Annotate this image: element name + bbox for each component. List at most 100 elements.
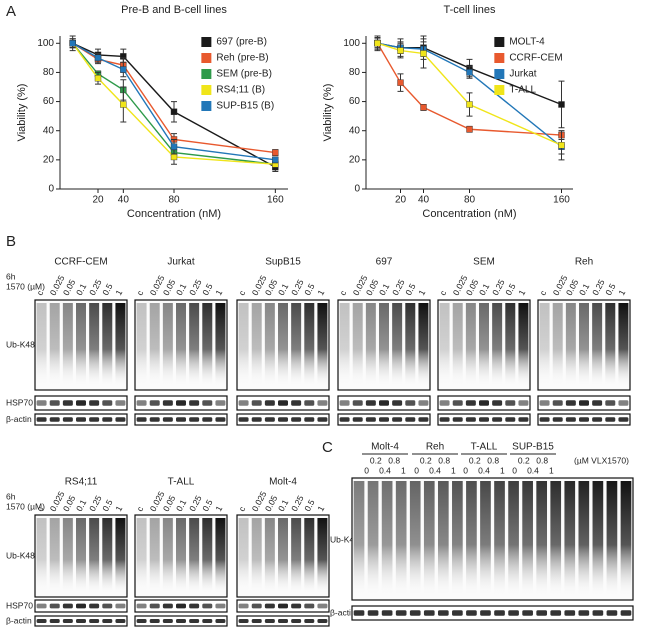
blot-lane: [136, 518, 147, 594]
data-point: [94, 75, 102, 82]
blot-band: [339, 417, 350, 422]
blot-lane: [136, 303, 147, 387]
blot-lane: [352, 303, 363, 387]
blot-band: [251, 603, 262, 609]
blot-band: [251, 400, 262, 406]
row-label: Ub-K48: [6, 550, 35, 560]
lane-label: 0: [364, 465, 369, 475]
x-tick-label: 80: [464, 195, 476, 206]
blot-band: [62, 619, 73, 623]
blot-band: [352, 417, 363, 422]
blot-band: [395, 610, 407, 616]
blot-band: [578, 610, 590, 616]
blot-band: [36, 619, 47, 623]
blot-band: [565, 400, 576, 406]
blot-lane: [149, 518, 160, 594]
blot-lane: [465, 303, 476, 387]
y-tick-label: 0: [48, 184, 54, 195]
dose-label: 1570 (µM): [6, 281, 45, 291]
blot-lane: [102, 518, 113, 594]
blot-band: [405, 400, 416, 406]
blot-band: [618, 417, 629, 422]
legend-swatch: [494, 85, 505, 95]
blot-lane: [592, 481, 604, 597]
blot-band: [291, 400, 302, 406]
time-label: 6h: [6, 271, 16, 281]
blot-lane: [494, 481, 505, 597]
blot-band: [202, 619, 213, 623]
blot-band: [452, 400, 463, 406]
panel-label: A: [6, 3, 16, 20]
lane-label: c: [134, 504, 145, 513]
y-tick-label: 40: [349, 125, 361, 136]
blot-lane: [536, 481, 548, 597]
blot-band: [304, 417, 315, 422]
blot-lane: [552, 303, 563, 387]
blot-band: [136, 603, 147, 609]
blot-band: [102, 400, 113, 406]
lane-label: 1: [451, 465, 456, 475]
blot-band: [317, 417, 328, 422]
blot-band: [36, 400, 47, 406]
blot-lane: [115, 518, 126, 594]
blot-lane: [304, 518, 315, 594]
legend-swatch: [201, 37, 212, 47]
blot-lane: [162, 518, 173, 594]
data-point: [120, 66, 127, 73]
blot-band: [238, 417, 249, 422]
y-tick-label: 80: [349, 67, 361, 78]
blot-band: [317, 603, 328, 609]
blot-lane: [479, 303, 489, 387]
blot-band: [317, 619, 328, 623]
blot-band: [365, 417, 376, 422]
lane-label: 1: [416, 288, 427, 297]
blot-band: [423, 610, 435, 616]
blot-lane: [304, 303, 315, 387]
cell-line-name: RS4;11: [65, 477, 98, 488]
legend-label: T-ALL: [509, 85, 536, 96]
x-tick-label: 20: [92, 195, 104, 206]
blot-band: [352, 400, 363, 406]
lane-label: 0: [463, 465, 468, 475]
cell-line-name: SupB15: [265, 257, 301, 268]
x-axis-label: Concentration (nM): [127, 208, 221, 220]
y-tick-label: 40: [43, 125, 55, 136]
row-label: Ub-K48: [6, 339, 35, 349]
legend-label: MOLT-4: [509, 37, 545, 48]
lane-label: 0.8: [438, 455, 450, 465]
group-label: T-ALL: [471, 442, 498, 453]
blot-lane: [251, 303, 262, 387]
blot-lane: [353, 481, 365, 597]
blot-band: [381, 610, 393, 616]
blot-band: [162, 603, 173, 609]
blot-band: [505, 400, 516, 406]
blot-lane: [264, 303, 275, 387]
blot-band: [278, 417, 288, 422]
blot-lane: [605, 303, 616, 387]
blot-band: [76, 619, 86, 623]
lane-label: 0.25: [187, 493, 204, 513]
x-tick-label: 40: [418, 195, 430, 206]
blot-band: [215, 603, 226, 609]
row-label: HSP70: [6, 600, 33, 610]
data-point: [397, 47, 404, 54]
lane-label: 1: [549, 465, 554, 475]
blot-lane: [466, 481, 477, 597]
blot-band: [189, 417, 200, 422]
data-point: [120, 101, 127, 108]
blot-band: [176, 400, 186, 406]
blot-band: [202, 400, 213, 406]
blot-band: [76, 417, 86, 422]
blot-band: [176, 417, 186, 422]
blot-band: [480, 610, 491, 616]
blot-lane: [565, 303, 576, 387]
blot-band: [238, 603, 249, 609]
lane-label: 0.25: [490, 277, 507, 297]
blot-lane: [162, 303, 173, 387]
blot-lane: [89, 303, 100, 387]
cell-line-name: SEM: [473, 257, 495, 268]
lane-label: 0.8: [388, 455, 400, 465]
blot-band: [291, 619, 302, 623]
legend-label: 697 (pre-B): [216, 37, 267, 48]
